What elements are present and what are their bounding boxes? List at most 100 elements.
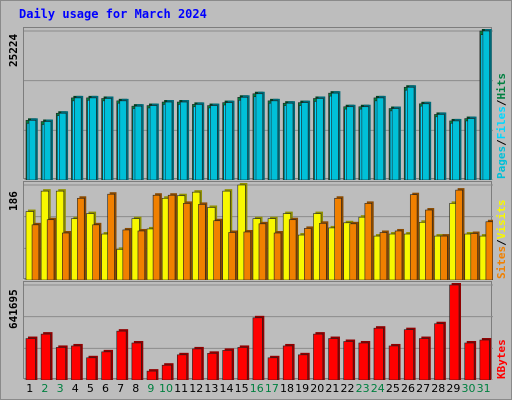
sites-bar [470,233,478,280]
day-label: 5 [86,382,94,395]
sites-bar [228,232,236,280]
hits-files-pages-panel [23,27,493,180]
sites-bar [455,189,463,280]
pages-bar [28,120,37,180]
kbytes-bar [449,284,460,380]
kbytes-bar [373,327,384,380]
sites-bar [425,209,433,280]
kbytes-bar [207,353,218,380]
kbytes-bar [55,347,66,380]
visits-legend: Sites/Visits [495,199,508,280]
sites-bar [137,230,146,280]
day-label: 21 [325,382,340,395]
sites-bar [243,231,251,280]
sites-bar [167,194,176,280]
sites-bar [62,232,70,280]
kbytes-bar [25,338,36,380]
day-label: 3 [56,382,64,395]
pages-bar [301,102,309,180]
kbytes-legend: KBytes [495,281,508,379]
sites-bar [349,223,357,280]
day-label: 15 [234,382,249,395]
sites-bar [319,223,327,280]
day-label: 28 [431,382,446,395]
sites-bar [46,219,55,280]
kbytes-y-max-label: 641695 [7,289,20,329]
pages-bar [406,86,415,180]
kbytes-bar [161,364,172,380]
kbytes-bar [131,342,142,380]
kbytes-bar [222,350,233,380]
sites-bar [485,221,493,280]
kbytes-bar [146,370,157,380]
sites-bar [394,230,403,280]
kbytes-bar [71,345,82,380]
pages-bar [195,104,203,180]
day-label: 30 [461,382,476,395]
kbytes-bar [403,329,414,380]
day-label: 22 [340,382,355,395]
day-label: 2 [41,382,49,395]
pages-bar [331,92,339,180]
day-label: 17 [264,382,279,395]
sites-bar [440,235,448,280]
sites-bar [198,204,206,280]
kbytes-bar [313,333,324,380]
visits-y-max-label: 186 [7,191,20,211]
day-axis: 1 2 3 4 5 6 7 8 9 10 11 12 13 14 15 16 17 18 19 20 21 22 23 24 2… [23,382,492,398]
day-label: 26 [401,382,416,395]
legend-pages: Pages [495,145,508,179]
kbytes-plot [24,283,493,380]
day-label: 27 [416,382,431,395]
sites-bar [273,232,282,280]
kbytes-bar [267,357,278,380]
pages-bar [43,121,52,180]
kbytes-bar [86,357,97,380]
sites-bar [31,224,40,280]
sites-bar [92,224,100,280]
kbytes-bar [464,342,475,380]
day-label: 8 [132,382,140,395]
kbytes-bar [358,342,369,380]
pages-bar [74,97,82,180]
hits-legend: Pages/Files/Hits [495,73,508,179]
sites-bar [379,232,388,280]
kbytes-bar [328,338,339,380]
visits-sites-plot [24,183,493,280]
kbytes-bar [388,345,399,380]
day-label: 9 [147,382,155,395]
sites-bar [152,194,161,280]
visits-sites-panel [23,181,493,280]
pages-bar [270,100,279,180]
legend-sites: Sites [495,245,508,279]
pages-bar [255,93,264,180]
day-label: 25 [385,382,400,395]
day-label: 7 [117,382,125,395]
kbytes-bar [237,347,248,380]
day-label: 10 [158,382,173,395]
day-label: 19 [295,382,310,395]
pages-bar [119,100,127,180]
pages-bar [422,103,430,180]
pages-bar [58,112,67,180]
kbytes-bar [298,354,309,380]
day-label: 31 [476,382,491,395]
pages-bar [134,105,143,180]
pages-bar [179,101,188,180]
kbytes-bar [101,351,112,380]
sites-bar [183,203,191,280]
sites-bar [122,229,130,280]
kbytes-bar [252,317,263,380]
sites-bar [334,197,342,280]
day-label: 23 [355,382,370,395]
pages-bar [361,106,369,180]
pages-bar [89,97,97,180]
pages-bar [285,102,294,180]
day-label: 6 [101,382,109,395]
day-label: 14 [219,382,234,395]
kbytes-bar [479,339,490,380]
sites-bar [213,220,221,280]
kbytes-bar [116,330,127,380]
sites-bar [258,223,267,280]
